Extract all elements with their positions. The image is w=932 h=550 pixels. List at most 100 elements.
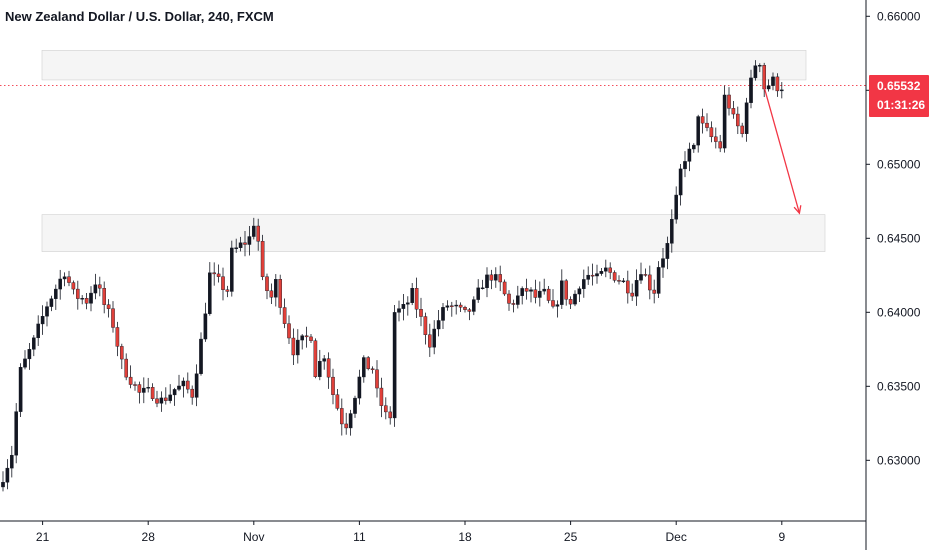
x-tick-label: 9: [778, 530, 785, 544]
candle: [111, 301, 115, 333]
candle-body: [75, 288, 80, 299]
candle-body: [472, 299, 476, 312]
candle: [678, 164, 683, 206]
candle-body: [568, 299, 573, 305]
candle: [670, 209, 674, 253]
candle: [432, 320, 437, 355]
candle: [168, 384, 173, 404]
candle: [221, 267, 225, 301]
candle: [84, 293, 89, 310]
candle: [568, 296, 573, 309]
candle-body: [626, 280, 630, 294]
price-badge-price: 0.65532: [877, 79, 921, 93]
candle-body: [542, 288, 546, 292]
candle-body: [630, 292, 634, 297]
candle: [766, 79, 771, 92]
candle-body: [709, 127, 714, 138]
candle-body: [287, 323, 291, 339]
y-tick-label: 0.63000: [877, 453, 921, 467]
candle: [9, 445, 14, 478]
candle-body: [322, 358, 327, 362]
candle-body: [124, 358, 128, 378]
candle: [696, 114, 700, 153]
candle: [414, 277, 419, 319]
candle: [115, 321, 120, 357]
candle-body: [344, 423, 349, 429]
candle: [216, 264, 221, 283]
candle: [133, 381, 137, 391]
resistance-zone: [41, 50, 807, 81]
candle-body: [551, 300, 555, 307]
candle: [643, 268, 648, 277]
candle: [172, 387, 177, 406]
candle: [502, 279, 507, 296]
candle-body: [617, 280, 621, 282]
candle: [617, 275, 621, 285]
candle: [441, 303, 445, 330]
candle-body: [362, 357, 366, 378]
candle-body: [639, 274, 643, 281]
candle: [318, 349, 322, 381]
candle-body: [238, 242, 243, 248]
candle: [194, 364, 199, 407]
candle-body: [401, 304, 406, 309]
candle: [388, 406, 393, 425]
candle: [18, 363, 23, 417]
candle: [45, 301, 49, 327]
candle: [463, 305, 467, 313]
candle: [608, 262, 612, 280]
candle-body: [780, 89, 784, 92]
candle: [49, 295, 54, 312]
candle-body: [436, 320, 441, 330]
candle: [269, 283, 274, 304]
candle: [722, 85, 727, 153]
candle-body: [463, 307, 467, 310]
candle-body: [199, 338, 203, 374]
candle: [150, 383, 155, 402]
candle: [238, 236, 243, 252]
candle: [163, 387, 168, 405]
candle-body: [533, 289, 538, 298]
candle: [485, 267, 489, 298]
candle: [181, 377, 186, 398]
candle: [626, 270, 630, 304]
candle-body: [480, 287, 485, 290]
candle: [379, 377, 384, 418]
candle: [58, 269, 62, 300]
candle-body: [93, 284, 98, 294]
candle-body: [696, 116, 700, 146]
candle: [375, 360, 379, 398]
candle-body: [388, 411, 393, 419]
candle-body: [260, 241, 265, 277]
candle: [731, 100, 736, 119]
candle-body: [586, 274, 590, 280]
candle-body: [89, 292, 93, 304]
candle: [450, 301, 454, 317]
candle: [454, 300, 459, 315]
candle: [542, 278, 546, 295]
candle: [32, 335, 36, 357]
candle-body: [722, 94, 727, 149]
candle-body: [758, 65, 762, 67]
annotation-layer: [763, 87, 802, 215]
candle-body: [172, 389, 177, 396]
candle: [599, 268, 604, 276]
candle-body: [643, 274, 648, 276]
candle-body: [221, 276, 225, 290]
candle-body: [212, 272, 217, 275]
candle: [595, 264, 599, 284]
candle-body: [67, 276, 71, 283]
candle-body: [634, 280, 639, 297]
candle: [71, 280, 76, 295]
candle: [639, 262, 643, 284]
candle: [586, 266, 590, 285]
candle: [749, 69, 753, 109]
candle: [304, 326, 309, 348]
candle: [727, 87, 731, 116]
candle-body: [441, 307, 445, 321]
candle-body: [498, 274, 503, 283]
candle-body: [256, 225, 261, 242]
candle-body: [146, 387, 151, 389]
candle-body: [45, 306, 49, 317]
candle: [458, 302, 463, 312]
